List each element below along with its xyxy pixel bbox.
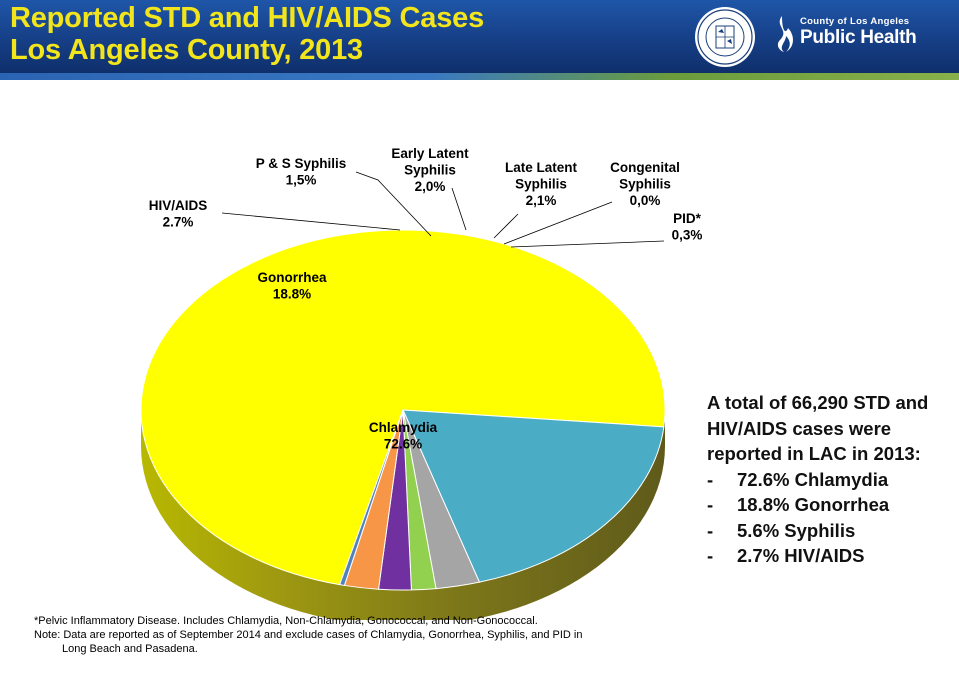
slice-percent-label: 0,3%	[672, 228, 703, 243]
title-line-2: Los Angeles County, 2013	[10, 34, 363, 66]
slice-percent-label: 18.8%	[273, 287, 311, 302]
slice-name-label: HIV/AIDS	[149, 198, 208, 213]
pie-slice-pid-	[338, 409, 404, 587]
pie-slice-chlamydia	[140, 229, 666, 586]
pie-slice-gonorrhea	[402, 409, 665, 583]
summary-list: -72.6% Chlamydia -18.8% Gonorrhea -5.6% …	[707, 467, 947, 569]
summary-item: -18.8% Gonorrhea	[707, 494, 890, 515]
slice-name-label: Late Latent	[505, 160, 578, 175]
slice-percent-label: 1,5%	[286, 173, 317, 188]
slice-percent-label: 2,0%	[415, 179, 446, 194]
flame-icon	[777, 16, 793, 52]
slice-name-label: Chlamydia	[369, 420, 438, 435]
slice-label-p-s-syphilis: P & S Syphilis 1,5%	[256, 156, 347, 188]
footnote-note-cont: Long Beach and Pasadena.	[62, 643, 198, 655]
leader-line	[221, 212, 401, 231]
slice-name-label: Syphilis	[404, 163, 456, 178]
header-stripe	[0, 73, 959, 80]
slice-name-label: Congenital	[610, 160, 680, 175]
slice-name-label: Syphilis	[515, 177, 567, 192]
footnote-note: Note: Data are reported as of September …	[34, 629, 583, 641]
summary-intro: A total of 66,290 STD and HIV/AIDS cases…	[707, 392, 929, 464]
slice-name-label: Gonorrhea	[257, 270, 327, 285]
slice-name-label: Early Latent	[391, 146, 469, 161]
slice-name-label: P & S Syphilis	[256, 156, 347, 171]
footnotes: *Pelvic Inflammatory Disease. Includes C…	[34, 614, 582, 656]
summary-item: -5.6% Syphilis	[707, 519, 856, 541]
pie-top	[140, 229, 666, 591]
leader-line	[503, 201, 613, 245]
slice-percent-label: 2,1%	[526, 193, 557, 208]
slice-name-label: Syphilis	[619, 177, 671, 192]
leader-line	[493, 213, 519, 239]
title-line-1: Reported STD and HIV/AIDS Cases	[10, 2, 485, 34]
leader-line	[510, 240, 665, 248]
slice-label-gonorrhea: Gonorrhea 18.8%	[257, 270, 327, 302]
slice-percent-label: 2.7%	[163, 215, 194, 230]
summary-item: -2.7% HIV/AIDS	[707, 545, 865, 566]
slice-labels: Chlamydia 72.6% Gonorrhea 18.8% HIV/AIDS 2.7%…	[149, 146, 703, 452]
slice-percent-label: 72.6%	[384, 437, 422, 452]
slice-label-chlamydia: Chlamydia 72.6%	[369, 420, 438, 452]
slice-label-hiv-aids: HIV/AIDS 2.7%	[149, 198, 208, 230]
pie-side-chlamydia	[141, 410, 665, 620]
slice-label-pid-: PID* 0,3%	[672, 211, 703, 243]
logo-public-health-text: Public Health	[800, 27, 917, 48]
summary-item: -72.6% Chlamydia	[707, 468, 889, 490]
pie-chart: Chlamydia 72.6% Gonorrhea 18.8% HIV/AIDS 2.7%…	[140, 146, 703, 620]
header-bar: Reported STD and HIV/AIDS Cases Los Ange…	[0, 0, 959, 73]
slide-title: Reported STD and HIV/AIDS Cases Los Ange…	[10, 2, 484, 66]
summary-box: A total of 66,290 STD and HIV/AIDS cases…	[707, 390, 947, 569]
public-health-logo: County of Los Angeles Public Health	[768, 12, 918, 56]
leader-line	[355, 171, 432, 237]
county-seal-icon	[695, 7, 755, 67]
pie-side-wall	[141, 410, 665, 620]
slice-name-label: PID*	[673, 211, 702, 226]
leader-line	[451, 187, 467, 231]
slice-percent-label: 0,0%	[630, 193, 661, 208]
footnote-pid: *Pelvic Inflammatory Disease. Includes C…	[34, 615, 538, 627]
leader-lines	[221, 171, 665, 248]
logo-county-text: County of Los Angeles	[800, 16, 910, 27]
